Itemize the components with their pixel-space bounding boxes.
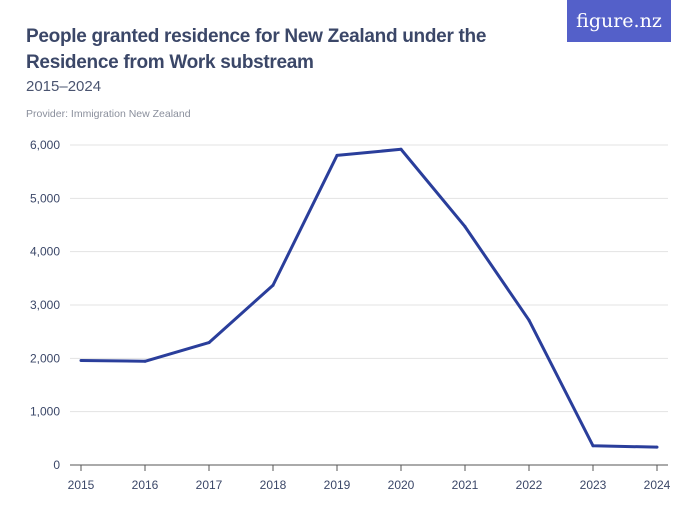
data-point	[335, 153, 339, 157]
x-tick-label: 2022	[516, 478, 543, 492]
provider-note: Provider: Immigration New Zealand	[26, 108, 191, 120]
data-point	[271, 283, 275, 287]
chart-subtitle: 2015–2024	[26, 78, 102, 95]
data-point	[207, 341, 211, 345]
y-tick-label: 6,000	[30, 138, 60, 152]
data-point	[399, 147, 403, 151]
x-tick-label: 2018	[260, 478, 287, 492]
y-tick-label: 5,000	[30, 191, 60, 205]
y-tick-label: 4,000	[30, 245, 60, 259]
data-point	[143, 359, 147, 363]
x-tick-label: 2021	[452, 478, 479, 492]
x-tick-label: 2016	[132, 478, 159, 492]
figure-nz-logo[interactable]: figure.nz	[567, 0, 671, 42]
data-point	[527, 318, 531, 322]
chart-title: People granted residence for New Zealand…	[26, 26, 487, 73]
y-tick-label: 1,000	[30, 405, 60, 419]
x-tick-label: 2023	[580, 478, 607, 492]
data-point	[655, 445, 659, 449]
y-tick-label: 2,000	[30, 351, 60, 365]
series-line	[80, 147, 658, 449]
x-tick-label: 2015	[68, 478, 95, 492]
x-tick-label: 2017	[196, 478, 223, 492]
data-point	[463, 225, 467, 229]
data-point	[591, 444, 595, 448]
y-tick-label: 3,000	[30, 298, 60, 312]
x-tick-label: 2019	[324, 478, 351, 492]
data-point	[79, 358, 83, 362]
y-tick-label: 0	[53, 458, 60, 472]
x-tick-label: 2024	[644, 478, 671, 492]
x-tick-label: 2020	[388, 478, 415, 492]
